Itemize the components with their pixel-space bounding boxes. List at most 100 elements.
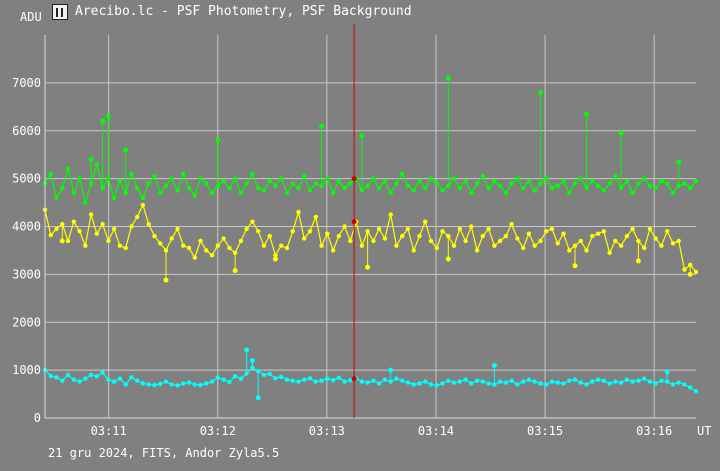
x-tick-label: 03:13 (309, 424, 345, 438)
data-point-2 (232, 374, 238, 379)
spike-point-0 (635, 258, 641, 264)
data-point-2 (411, 382, 416, 387)
spike-point-1 (319, 123, 325, 129)
data-point-0 (567, 248, 572, 253)
data-point-1 (595, 183, 601, 188)
data-point-2 (555, 380, 560, 385)
data-point-0 (325, 231, 330, 236)
data-point-1 (209, 190, 215, 196)
data-point-1 (238, 190, 244, 196)
data-point-2 (371, 378, 376, 383)
data-point-0 (428, 238, 434, 244)
data-point-1 (232, 176, 238, 181)
cursor-layer[interactable] (351, 24, 357, 418)
data-point-1 (307, 188, 313, 193)
data-point-0 (486, 226, 491, 232)
data-point-0 (169, 236, 174, 241)
spike-point-0 (365, 264, 371, 270)
data-point-1 (578, 176, 583, 181)
data-point-2 (192, 382, 197, 387)
data-point-1 (474, 181, 480, 186)
data-point-1 (682, 181, 687, 186)
data-point-1 (117, 178, 123, 184)
data-point-0 (595, 231, 601, 236)
data-point-1 (129, 171, 134, 176)
app-icon[interactable] (52, 4, 68, 20)
data-point-1 (394, 181, 399, 186)
data-point-2 (319, 378, 324, 383)
data-point-1 (555, 183, 560, 188)
data-point-0 (411, 248, 416, 253)
data-point-2 (238, 376, 244, 381)
data-point-1 (509, 181, 514, 186)
data-point-0 (256, 229, 261, 234)
y-axis-label: ADU (20, 10, 42, 24)
spike-point-0 (687, 271, 693, 277)
data-point-1 (284, 190, 290, 196)
data-point-1 (440, 188, 445, 193)
spike-point-0 (272, 256, 278, 262)
data-point-0 (359, 243, 365, 248)
data-point-0 (94, 231, 100, 236)
data-point-0 (330, 248, 336, 253)
data-point-1 (371, 176, 376, 181)
data-point-0 (129, 224, 134, 229)
data-point-1 (434, 181, 439, 186)
data-point-2 (682, 382, 687, 387)
data-point-0 (88, 212, 94, 217)
data-point-0 (532, 243, 537, 248)
y-tick-label: 3000 (12, 267, 41, 281)
data-point-1 (463, 178, 468, 184)
data-point-2 (544, 382, 549, 387)
data-point-1 (544, 176, 549, 181)
data-point-0 (509, 221, 514, 227)
data-point-2 (451, 380, 457, 385)
data-point-2 (279, 374, 284, 379)
data-point-1 (152, 174, 157, 179)
data-point-2 (521, 379, 526, 384)
x-tick-label: 03:12 (200, 424, 236, 438)
data-point-2 (474, 378, 480, 383)
spike-point-1 (584, 111, 590, 117)
data-point-0 (451, 243, 457, 248)
data-point-1 (624, 178, 630, 184)
data-point-0 (693, 269, 699, 275)
data-point-1 (405, 183, 411, 188)
data-point-1 (601, 188, 606, 193)
data-point-1 (613, 174, 618, 179)
data-point-2 (480, 379, 485, 384)
data-point-1 (279, 176, 284, 181)
data-point-2 (290, 378, 295, 383)
data-point-2 (152, 382, 157, 388)
data-point-2 (400, 378, 405, 383)
data-point-2 (382, 377, 388, 382)
data-point-0 (607, 250, 612, 255)
data-point-0 (60, 221, 65, 227)
data-point-0 (590, 233, 595, 239)
data-point-0 (503, 233, 509, 239)
data-point-1 (486, 186, 491, 191)
data-point-1 (169, 176, 174, 181)
data-point-0 (100, 221, 105, 227)
spike-point-2 (664, 369, 670, 375)
x-tick-label: 03:11 (91, 424, 127, 438)
data-point-2 (71, 377, 77, 382)
data-point-0 (578, 238, 583, 244)
data-point-2 (630, 379, 635, 384)
data-point-0 (526, 231, 532, 236)
data-point-2 (198, 382, 203, 388)
data-point-2 (106, 377, 111, 382)
data-point-2 (469, 381, 474, 386)
data-point-2 (204, 381, 209, 386)
data-point-2 (261, 372, 267, 378)
data-point-1 (325, 176, 330, 181)
data-point-2 (140, 381, 146, 386)
data-point-1 (521, 186, 526, 191)
data-point-2 (417, 381, 422, 386)
data-point-0 (555, 241, 560, 246)
data-point-2 (209, 379, 215, 384)
data-point-0 (342, 224, 347, 229)
data-point-0 (307, 229, 313, 234)
data-point-0 (279, 243, 284, 248)
